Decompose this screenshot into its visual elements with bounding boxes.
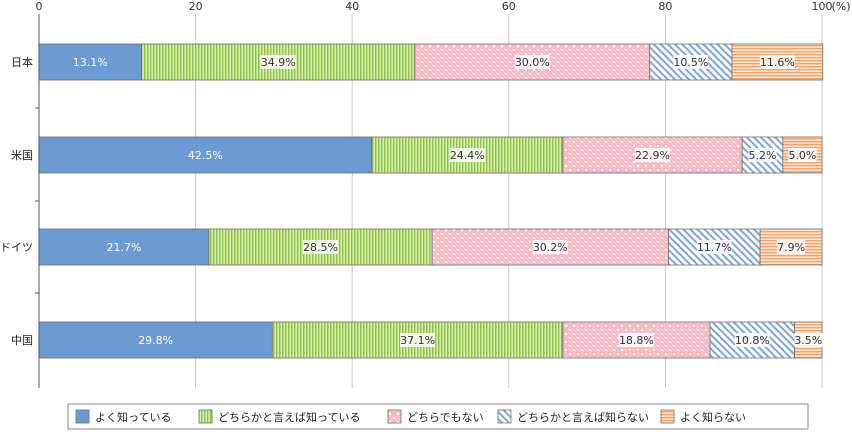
legend-label: どちらでもない: [407, 411, 484, 424]
data-label: 28.5%: [303, 241, 338, 254]
data-label: 18.8%: [619, 334, 654, 347]
data-label: 13.1%: [73, 56, 108, 69]
data-label: 34.9%: [261, 56, 296, 69]
data-label: 11.7%: [697, 241, 732, 254]
legend-label: どちらかと言えば知らない: [517, 410, 649, 424]
data-label: 5.0%: [788, 149, 816, 162]
data-label-bg: [532, 240, 568, 254]
data-label-bg: [106, 240, 142, 254]
x-tick-label: 40: [345, 0, 359, 13]
category-label: ドイツ: [0, 241, 33, 254]
data-label-bg: [634, 148, 670, 162]
data-label-bg: [72, 55, 108, 69]
data-label-bg: [794, 333, 823, 347]
data-label: 30.0%: [515, 56, 550, 69]
data-label: 42.5%: [188, 149, 223, 162]
legend: よく知っている どちらかと言えば知っている どちらでもない どちらかと言えば知らない よ…: [67, 403, 809, 430]
data-label-bg: [776, 240, 806, 254]
data-label: 7.9%: [777, 241, 805, 254]
legend-swatch: [198, 409, 213, 424]
legend-swatch: [660, 409, 675, 424]
data-label: 10.5%: [673, 56, 708, 69]
data-label: 37.1%: [400, 334, 435, 347]
data-label-bg: [673, 55, 709, 69]
data-label: 11.6%: [760, 56, 795, 69]
legend-label: よく知らない: [680, 410, 746, 424]
data-label-bg: [187, 148, 223, 162]
category-label: 中国: [11, 334, 33, 347]
x-tick-label: 20: [189, 0, 203, 13]
data-label-bg: [138, 333, 174, 347]
x-tick-label: 0: [36, 0, 43, 13]
x-tick-label: 100: [812, 0, 833, 13]
category-label: 米国: [11, 149, 33, 162]
data-label: 22.9%: [635, 149, 670, 162]
data-label-bg: [759, 55, 795, 69]
data-label-bg: [734, 333, 770, 347]
data-label-bg: [302, 240, 338, 254]
legend-swatch: [75, 409, 90, 424]
data-label: 21.7%: [106, 241, 141, 254]
data-label: 5.2%: [749, 149, 777, 162]
legend-swatch: [387, 409, 402, 424]
data-label: 29.8%: [138, 334, 173, 347]
x-tick-label: 60: [502, 0, 516, 13]
data-label-bg: [748, 148, 777, 162]
data-label-bg: [696, 240, 732, 254]
bars-layer: [38, 43, 824, 359]
data-label: 10.8%: [735, 334, 770, 347]
data-label-bg: [788, 148, 817, 162]
data-label: 24.4%: [450, 149, 485, 162]
x-unit-label: (%): [831, 0, 850, 13]
data-label-bg: [514, 55, 550, 69]
legend-label: よく知っている: [95, 410, 171, 424]
data-label: 30.2%: [533, 241, 568, 254]
legend-label: どちらかと言えば知っている: [218, 410, 360, 424]
x-tick-label: 80: [658, 0, 672, 13]
category-label: 日本: [11, 55, 33, 69]
data-label-bg: [449, 148, 485, 162]
legend-box: [67, 403, 809, 430]
data-label-bg: [400, 333, 436, 347]
labels-layer: 13.1% 34.9% 30.0% 10.5% 11.6% 42.5% 24.4% 22.9%…: [72, 55, 823, 347]
data-label-bg: [618, 333, 654, 347]
legend-swatch: [497, 409, 512, 424]
data-label: 3.5%: [794, 334, 822, 347]
data-label-bg: [260, 55, 296, 69]
